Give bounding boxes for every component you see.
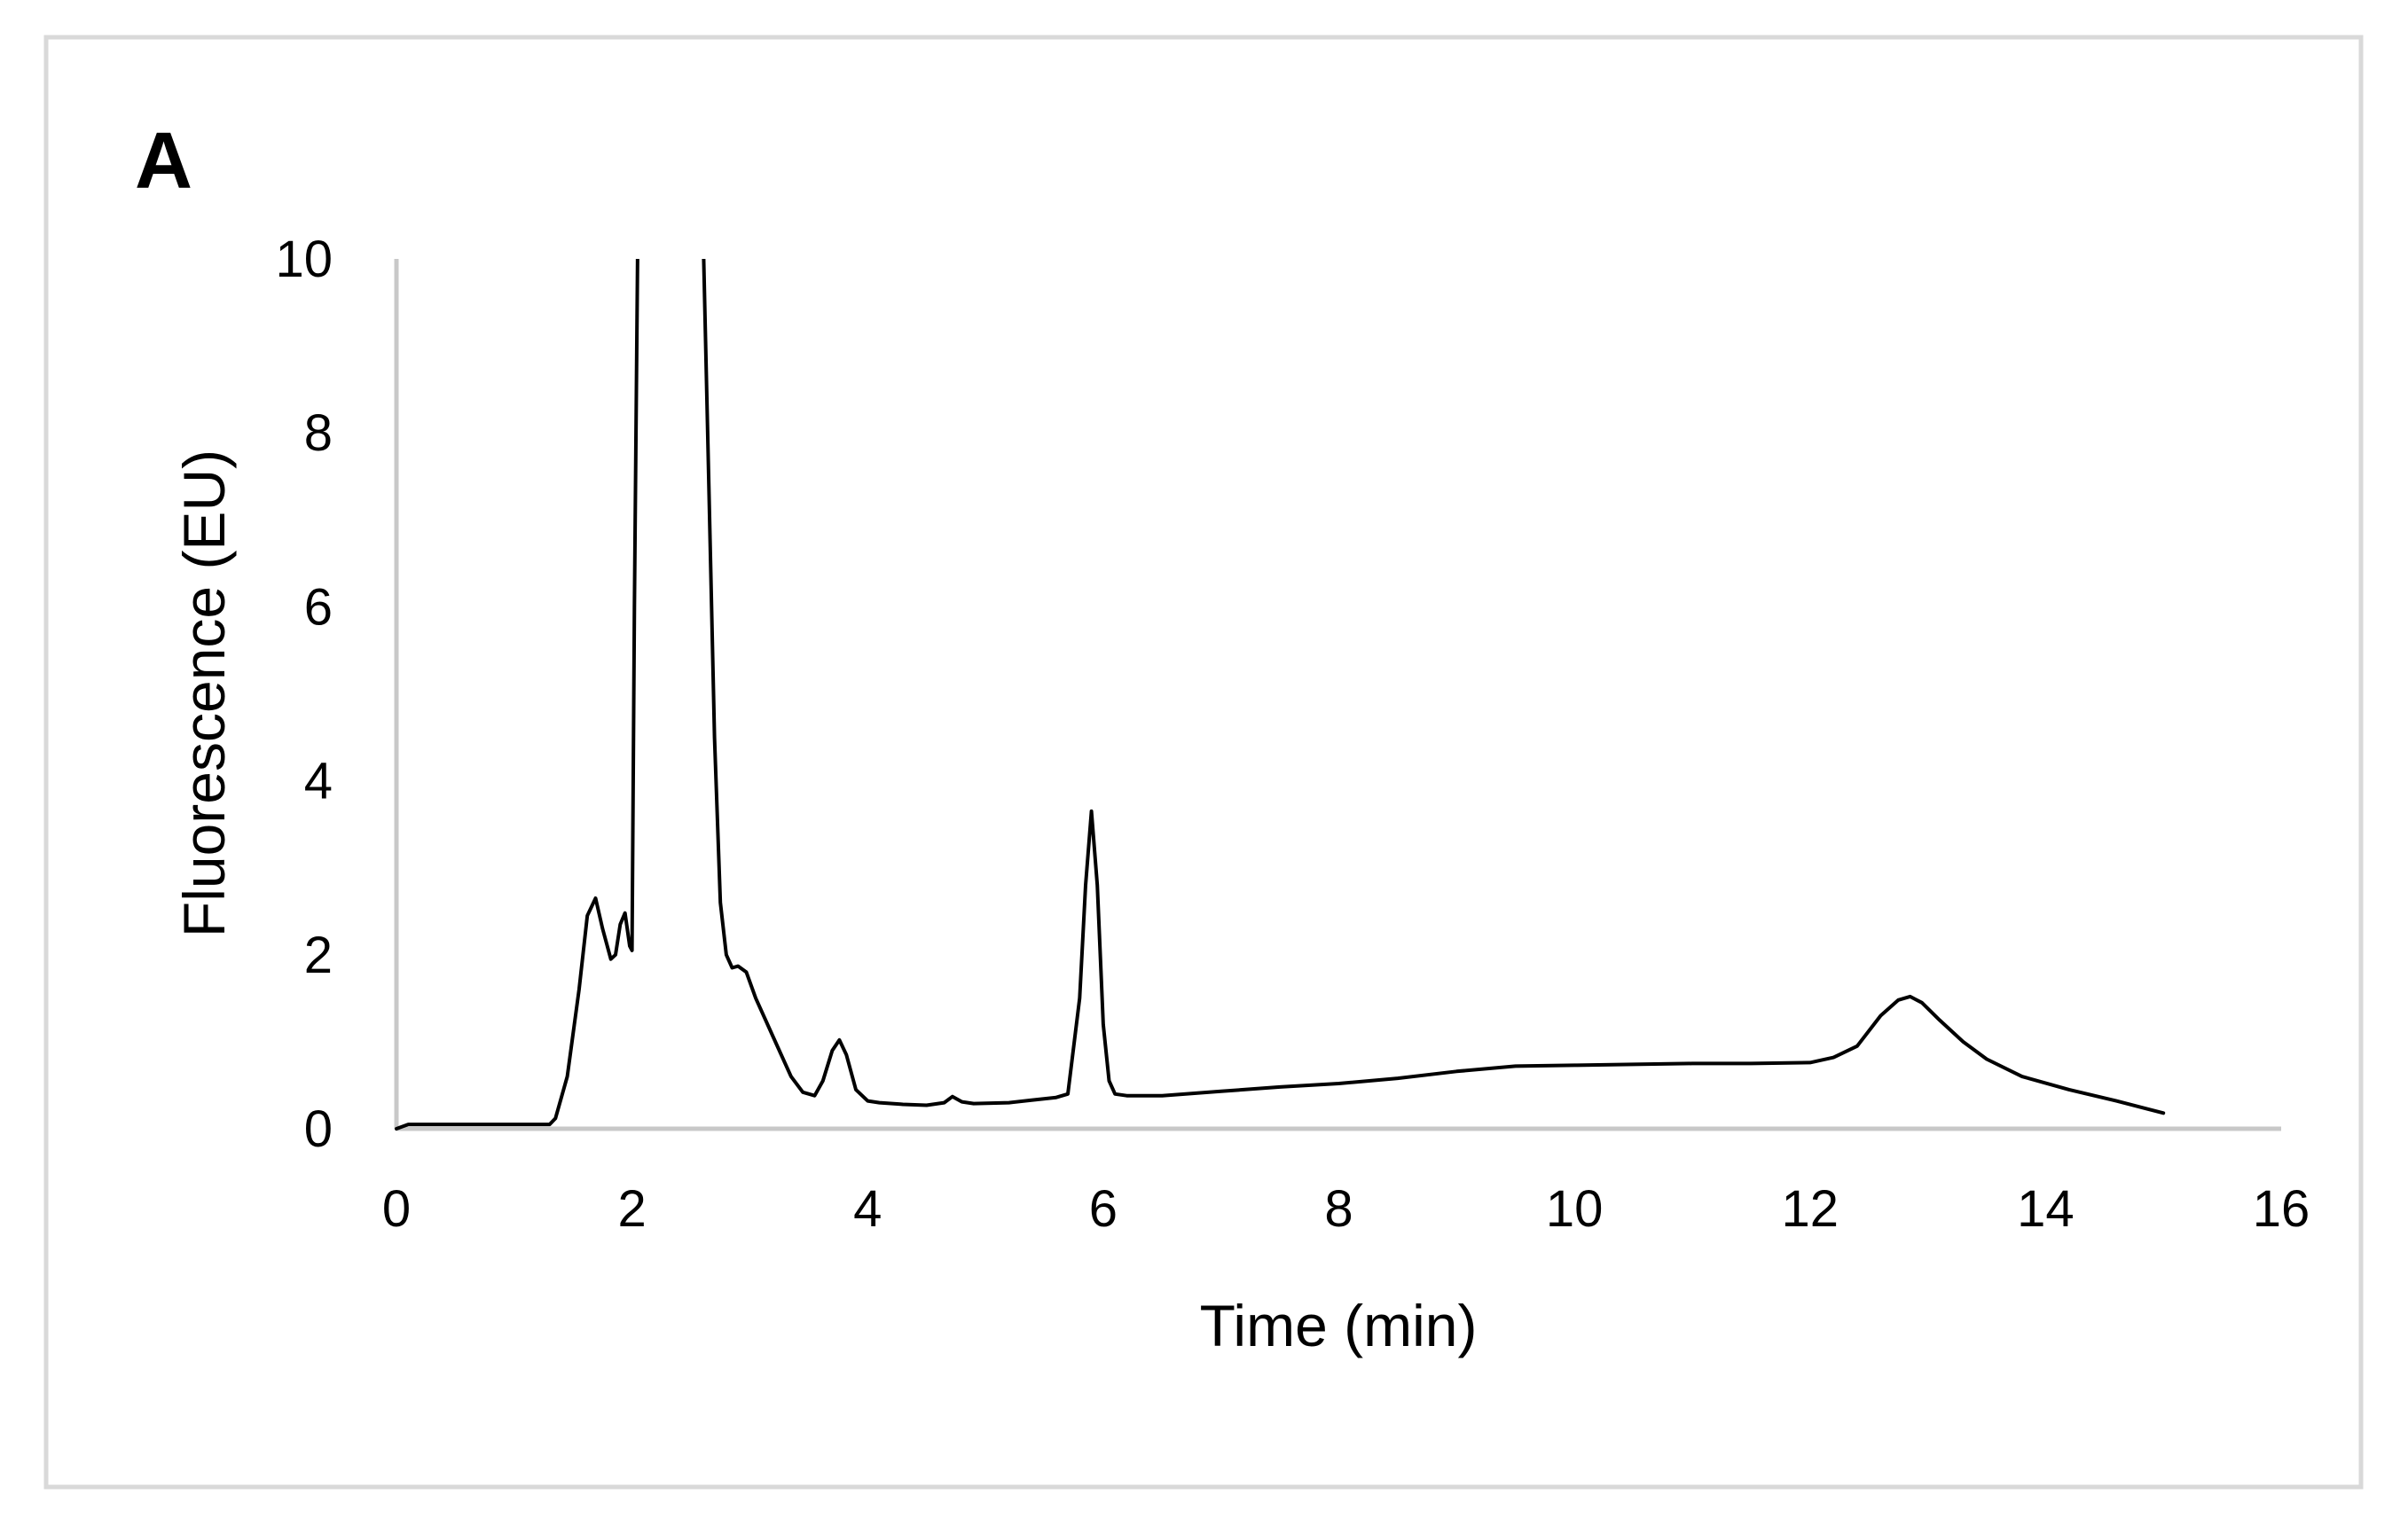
panel-label: A bbox=[135, 117, 192, 206]
x-tick-label: 12 bbox=[1781, 1180, 1839, 1238]
x-tick-label: 16 bbox=[2253, 1180, 2310, 1238]
y-tick-label: 4 bbox=[304, 753, 333, 810]
y-tick-label: 6 bbox=[304, 578, 333, 636]
y-tick-label: 0 bbox=[304, 1100, 333, 1158]
figure-border bbox=[43, 35, 2364, 1490]
y-tick-labels: 0 2 4 6 8 10 bbox=[275, 231, 333, 1158]
x-tick-label: 4 bbox=[853, 1180, 882, 1238]
x-tick-label: 0 bbox=[382, 1180, 411, 1238]
x-tick-label: 8 bbox=[1324, 1180, 1353, 1238]
y-tick-label: 2 bbox=[304, 927, 333, 984]
x-tick-labels: 0 2 4 6 8 10 12 14 16 bbox=[382, 1180, 2310, 1238]
x-tick-label: 10 bbox=[1546, 1180, 1604, 1238]
x-tick-label: 14 bbox=[2017, 1180, 2075, 1238]
x-tick-label: 2 bbox=[617, 1180, 646, 1238]
x-tick-label: 6 bbox=[1089, 1180, 1118, 1238]
y-axis-title: Fluorescence (EU) bbox=[171, 450, 237, 937]
y-tick-label: 8 bbox=[304, 404, 333, 462]
x-axis-title: Time (min) bbox=[1200, 1293, 1478, 1358]
y-tick-label: 10 bbox=[275, 231, 333, 288]
series-line-fluorescence bbox=[395, 259, 2166, 1131]
